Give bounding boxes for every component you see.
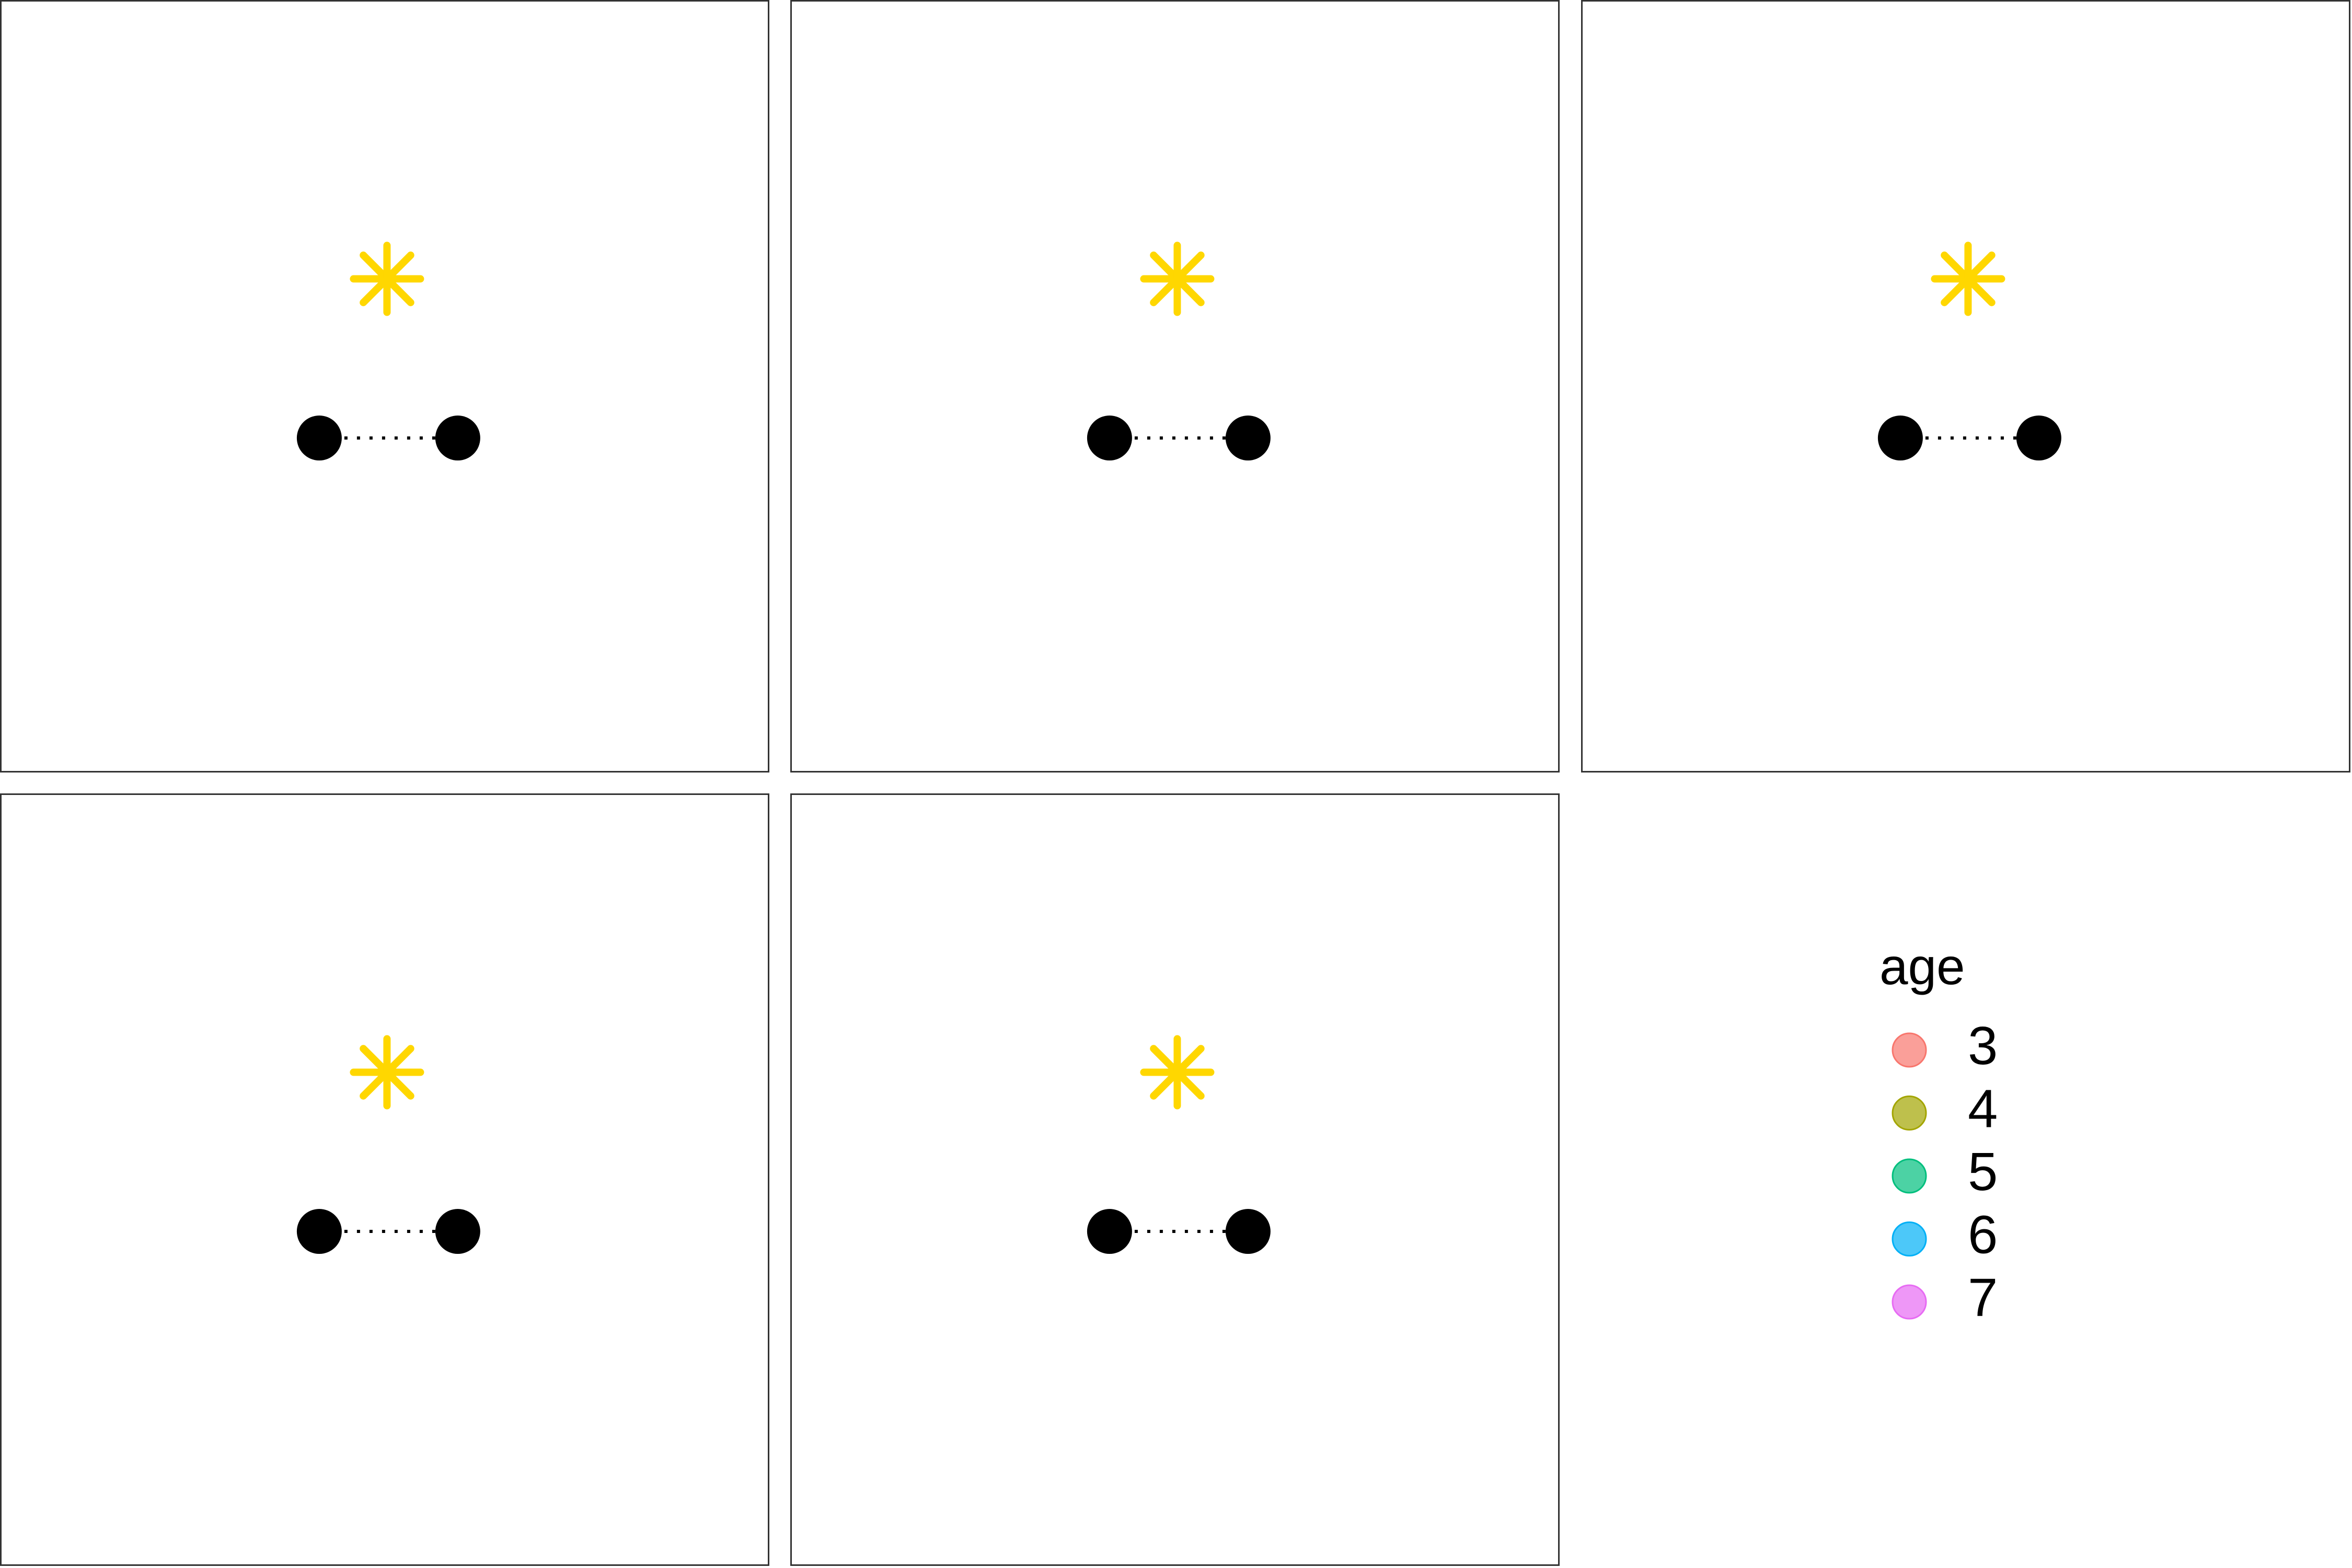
asterisk-arm <box>360 251 414 306</box>
node-dot <box>1877 416 1923 461</box>
legend-key <box>1892 1284 1927 1320</box>
panel-border <box>1581 0 2350 773</box>
asterisk <box>1140 1035 1215 1110</box>
panel-border <box>790 0 1560 773</box>
legend-key <box>1892 1096 1927 1131</box>
node-dot <box>296 1209 342 1254</box>
asterisk <box>350 241 424 316</box>
asterisk-arm <box>1941 251 1996 306</box>
panel <box>1581 0 2350 773</box>
panel <box>0 0 769 773</box>
legend-key <box>1892 1032 1927 1068</box>
legend-label: 4 <box>1968 1079 1998 1139</box>
asterisk-arm <box>1150 1045 1205 1100</box>
node-dot <box>435 1209 480 1254</box>
asterisk <box>1140 241 1215 316</box>
panel <box>790 793 1560 1566</box>
node-dot <box>1225 1209 1271 1254</box>
panel-border <box>0 0 769 773</box>
legend-label: 7 <box>1968 1267 1998 1328</box>
legend-key <box>1892 1158 1927 1194</box>
panel-border <box>790 793 1560 1566</box>
legend-label: 5 <box>1968 1142 1998 1202</box>
legend-key <box>1892 1221 1927 1256</box>
panel-border <box>0 793 769 1566</box>
node-dot <box>1087 1209 1132 1254</box>
asterisk <box>350 1035 424 1110</box>
legend-label: 6 <box>1968 1205 1998 1265</box>
node-dot <box>1225 416 1271 461</box>
legend-label: 3 <box>1968 1016 1998 1076</box>
asterisk-arm <box>360 1045 414 1100</box>
node-dot <box>296 416 342 461</box>
asterisk <box>1931 241 2005 316</box>
legend-title: age <box>1880 938 1965 995</box>
node-dot <box>1087 416 1132 461</box>
panel <box>0 793 769 1566</box>
asterisk-arm <box>1150 251 1205 306</box>
node-dot <box>2016 416 2061 461</box>
panel <box>790 0 1560 773</box>
node-dot <box>435 416 480 461</box>
